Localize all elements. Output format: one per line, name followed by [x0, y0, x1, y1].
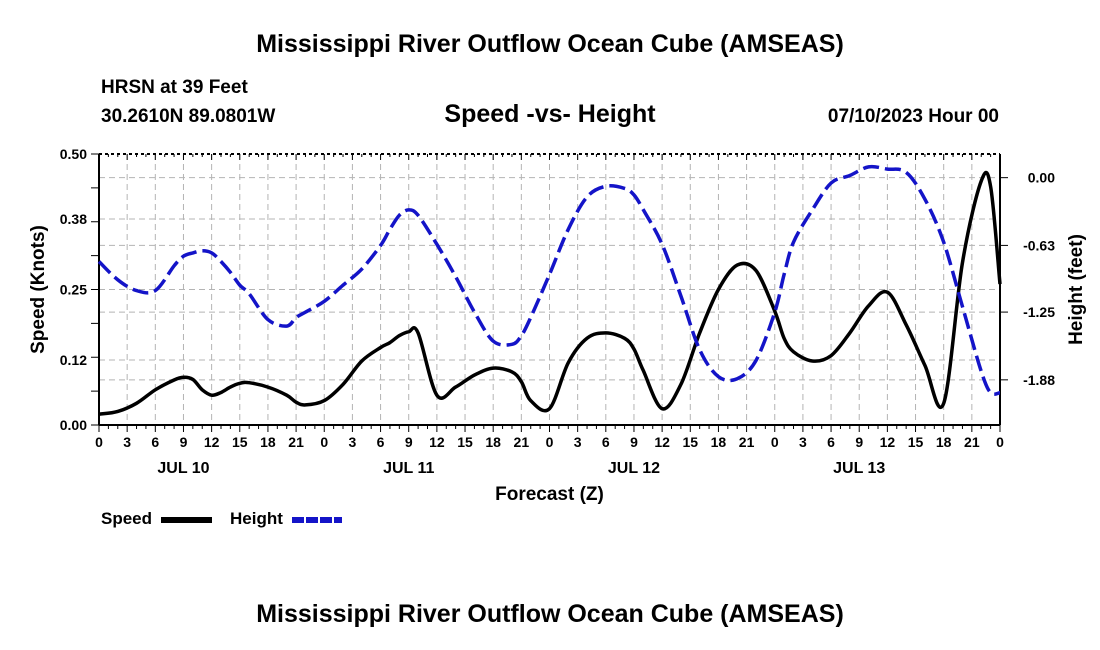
x-day-label: JUL 11	[383, 460, 434, 477]
y-tick-label: 0.00	[60, 417, 87, 433]
series-line-height	[97, 164, 1001, 397]
x-tick-label: 6	[377, 434, 385, 450]
legend-speed-label: Speed	[101, 509, 153, 528]
y2-axis-title: Height (feet)	[1066, 234, 1087, 345]
x-tick-label: 21	[288, 434, 304, 450]
legend-height-label: Height	[230, 509, 283, 528]
y2-tick-label: -1.25	[1023, 304, 1055, 320]
x-tick-label: 0	[320, 434, 328, 450]
x-tick-label: 9	[405, 434, 413, 450]
y-tick-label: 0.50	[60, 146, 87, 162]
x-tick-label: 9	[855, 434, 863, 450]
x-tick-label: 21	[514, 434, 530, 450]
chart-title: Speed -vs- Height	[444, 100, 656, 128]
y2-tick-label: 0.00	[1028, 170, 1055, 186]
x-tick-label: 18	[711, 434, 727, 450]
x-tick-label: 6	[151, 434, 159, 450]
coordinates-label: 30.2610N 89.0801W	[101, 106, 276, 127]
x-tick-label: 18	[260, 434, 276, 450]
x-tick-label: 0	[771, 434, 779, 450]
x-tick-label: 0	[95, 434, 103, 450]
y-tick-label: 0.38	[60, 211, 87, 227]
x-tick-label: 9	[180, 434, 188, 450]
x-tick-label: 21	[964, 434, 980, 450]
x-tick-label: 21	[739, 434, 755, 450]
y2-tick-label: -0.63	[1023, 237, 1055, 253]
y2-tick-label: -1.88	[1023, 372, 1055, 388]
x-tick-label: 0	[996, 434, 1004, 450]
legend-speed-swatch	[161, 517, 212, 523]
x-tick-label: 12	[204, 434, 220, 450]
x-day-label: JUL 10	[157, 460, 209, 477]
speed-height-chart: 0 3 6 9 12 15 18 21 0 3 6 9 12 15 18 21 0 3 6 9 12 15 18 21 0 3 6 9…	[28, 146, 1087, 505]
x-tick-label: 18	[936, 434, 952, 450]
x-tick-label: 3	[574, 434, 582, 450]
legend-height-swatch	[292, 517, 342, 523]
forecast-datetime: 07/10/2023 Hour 00	[827, 106, 999, 127]
page-title: Mississippi River Outflow Ocean Cube (AM…	[256, 30, 844, 58]
x-tick-label: 6	[602, 434, 610, 450]
x-tick-label: 3	[123, 434, 131, 450]
y-axis-title: Speed (Knots)	[28, 225, 49, 354]
x-tick-label: 12	[429, 434, 445, 450]
x-axis-title: Forecast (Z)	[495, 484, 604, 505]
x-day-label: JUL 12	[608, 460, 660, 477]
x-tick-label: 3	[799, 434, 807, 450]
x-tick-label: 0	[546, 434, 554, 450]
x-tick-label: 9	[630, 434, 638, 450]
y-tick-label: 0.12	[60, 352, 87, 368]
station-label: HRSN at 39 Feet	[101, 77, 248, 98]
x-tick-label: 15	[682, 434, 698, 450]
x-tick-label: 18	[485, 434, 501, 450]
x-day-label: JUL 13	[833, 460, 885, 477]
x-tick-label: 15	[908, 434, 924, 450]
y-tick-label: 0.25	[60, 282, 87, 298]
series-line-speed	[98, 170, 1002, 416]
x-tick-label: 12	[654, 434, 670, 450]
x-tick-label: 12	[880, 434, 896, 450]
x-tick-label: 3	[349, 434, 357, 450]
x-tick-label: 15	[232, 434, 248, 450]
x-tick-label: 15	[457, 434, 473, 450]
footer-title: Mississippi River Outflow Ocean Cube (AM…	[256, 600, 844, 628]
x-tick-label: 6	[827, 434, 835, 450]
